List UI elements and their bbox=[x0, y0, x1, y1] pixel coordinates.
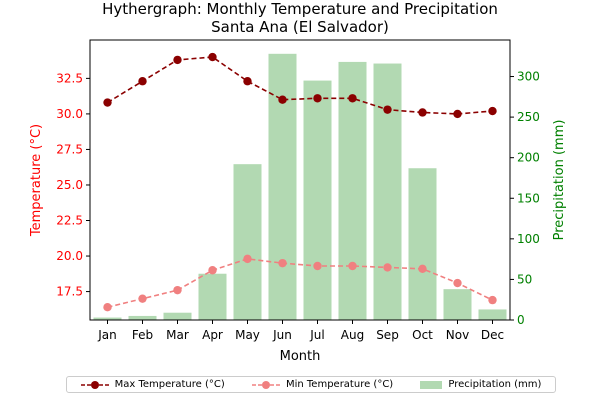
right-axis-ticks: 0 50 100 150 200 250 300 bbox=[510, 70, 540, 327]
max-temp-point-jun bbox=[278, 95, 287, 104]
min-temp-point-aug bbox=[348, 261, 357, 271]
x-tick-label: Feb bbox=[132, 328, 153, 342]
min-temp-point-dec bbox=[488, 295, 497, 305]
x-tick-label: Dec bbox=[481, 328, 504, 342]
legend-swatch-min-temp bbox=[251, 380, 280, 389]
left-tick-label: 27.5 bbox=[56, 142, 83, 156]
max-temp-point-mar bbox=[173, 55, 182, 65]
x-tick-label: Jun bbox=[272, 328, 292, 342]
max-temp-point-jul bbox=[313, 94, 322, 103]
right-tick-label: 150 bbox=[517, 191, 540, 205]
right-tick-label: 300 bbox=[517, 70, 540, 84]
left-axis-label: Temperature (°C) bbox=[29, 124, 44, 237]
precipitation-bar-feb bbox=[128, 315, 157, 320]
precipitation-bar-jan bbox=[93, 317, 122, 320]
legend-label-min-temp: Min Temperature (°C) bbox=[285, 379, 394, 390]
legend-item-precipitation: Precipitation (mm) bbox=[420, 379, 541, 390]
legend-item-max-temp: Max Temperature (°C) bbox=[80, 379, 225, 390]
precipitation-bar-aug bbox=[338, 61, 367, 320]
precipitation-bar-jul bbox=[303, 80, 332, 320]
precipitation-bar-apr bbox=[198, 273, 227, 320]
x-axis-label: Month bbox=[280, 349, 321, 364]
min-temp-line bbox=[107, 258, 493, 308]
legend-swatch-precipitation bbox=[420, 380, 443, 389]
min-temp-point-apr bbox=[208, 266, 217, 275]
left-tick-label: 30.0 bbox=[56, 107, 83, 121]
max-temp-point-aug bbox=[348, 94, 357, 103]
max-temp-line bbox=[107, 56, 493, 115]
precipitation-bar-dec bbox=[478, 309, 507, 320]
x-tick-label: Aug bbox=[341, 328, 364, 342]
min-temp-point-jun bbox=[278, 258, 287, 268]
x-tick-label: May bbox=[235, 328, 260, 342]
legend-item-min-temp: Min Temperature (°C) bbox=[251, 379, 394, 390]
temperature-lines bbox=[103, 52, 497, 312]
x-tick-label: Jan bbox=[97, 328, 117, 342]
left-tick-label: 32.5 bbox=[56, 71, 83, 85]
min-temp-point-may bbox=[243, 254, 252, 264]
legend-label-max-temp: Max Temperature (°C) bbox=[114, 379, 225, 390]
x-tick-label: Oct bbox=[412, 328, 433, 342]
precipitation-bar-oct bbox=[408, 168, 437, 320]
max-temp-point-may bbox=[243, 77, 252, 86]
chart-subtitle: Santa Ana (El Salvador) bbox=[211, 18, 389, 36]
chart-title: Hythergraph: Monthly Temperature and Pre… bbox=[102, 0, 498, 18]
right-tick-label: 250 bbox=[517, 110, 540, 124]
left-tick-label: 17.5 bbox=[56, 285, 83, 299]
right-axis-label: Precipitation (mm) bbox=[552, 120, 567, 241]
max-temp-point-sep bbox=[383, 105, 392, 114]
legend-swatch-max-temp bbox=[80, 380, 109, 389]
min-temp-point-sep bbox=[383, 263, 392, 272]
x-tick-label: Nov bbox=[446, 328, 469, 342]
min-temp-point-jul bbox=[313, 261, 322, 271]
min-temp-point-oct bbox=[418, 264, 427, 274]
left-tick-label: 20.0 bbox=[56, 249, 83, 263]
max-temp-point-apr bbox=[208, 52, 217, 62]
legend-label-precipitation: Precipitation (mm) bbox=[448, 379, 542, 390]
right-tick-label: 200 bbox=[517, 151, 540, 165]
x-tick-label: Mar bbox=[166, 328, 189, 342]
min-temp-point-jan bbox=[103, 303, 112, 312]
precipitation-bar-sep bbox=[373, 63, 402, 321]
precipitation-bar-nov bbox=[443, 289, 472, 320]
max-temp-point-jan bbox=[103, 98, 112, 107]
x-tick-label: Apr bbox=[202, 328, 223, 342]
plot-frame bbox=[89, 39, 511, 321]
max-temp-point-nov bbox=[453, 109, 462, 119]
right-tick-label: 50 bbox=[517, 272, 532, 286]
x-axis-ticks: Jan Feb Mar Apr May Jun Jul Aug Sep Oct Nov Dec bbox=[97, 320, 504, 342]
precipitation-bar-may bbox=[233, 164, 262, 320]
precipitation-bar-mar bbox=[163, 312, 192, 320]
left-axis-ticks: 17.5 20.0 22.5 25.0 27.5 30.0 32.5 bbox=[56, 71, 90, 299]
max-temp-point-feb bbox=[138, 77, 147, 86]
left-tick-label: 22.5 bbox=[56, 214, 83, 228]
min-temp-point-nov bbox=[453, 278, 462, 288]
max-temp-point-oct bbox=[418, 108, 427, 117]
min-temp-point-feb bbox=[138, 294, 147, 303]
x-tick-label: Sep bbox=[376, 328, 399, 342]
x-tick-label: Jul bbox=[309, 328, 324, 342]
right-tick-label: 100 bbox=[517, 232, 540, 246]
right-tick-label: 0 bbox=[517, 313, 525, 327]
chart-legend: Max Temperature (°C) Min Temperature (°C… bbox=[66, 376, 556, 393]
precipitation-bars bbox=[93, 53, 507, 321]
left-tick-label: 25.0 bbox=[56, 178, 83, 192]
min-temp-point-mar bbox=[173, 285, 182, 295]
max-temp-point-dec bbox=[488, 106, 497, 116]
